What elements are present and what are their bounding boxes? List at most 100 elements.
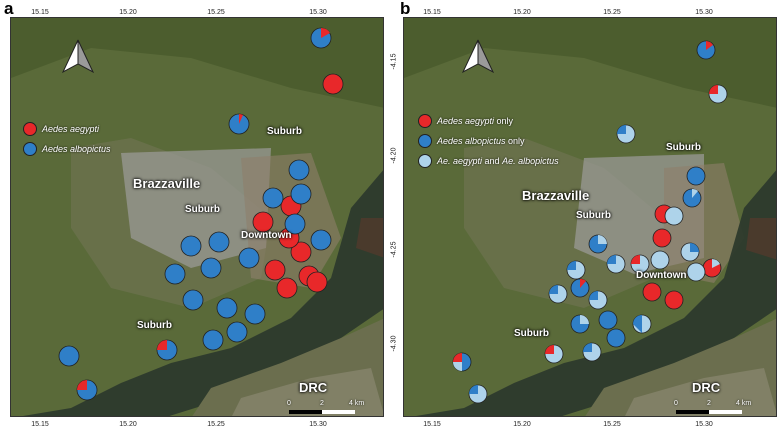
pie-marker xyxy=(322,73,344,95)
pie-marker xyxy=(226,321,248,343)
pie-marker xyxy=(680,242,700,262)
pie-marker xyxy=(606,254,626,274)
lon-tick-bottom-b-3: 15.25 xyxy=(603,421,621,428)
legend-item-aegypti-only: Aedes aegypti only xyxy=(418,114,559,128)
scale-bar-a xyxy=(289,410,355,414)
lon-tick-top-a-1: 15.15 xyxy=(31,9,49,16)
pie-marker xyxy=(310,27,332,49)
legend-swatch-lightblue xyxy=(418,154,432,168)
pie-marker xyxy=(284,213,306,235)
pie-marker xyxy=(182,289,204,311)
pie-marker xyxy=(58,345,80,367)
scale-label-zero: 0 xyxy=(674,400,678,407)
lat-tick-left-a-4: -4.30 xyxy=(0,336,1,352)
pie-marker xyxy=(76,379,98,401)
legend-label: Aedes aegypti xyxy=(42,124,100,134)
map-panel-b: Aedes aegypti only Aedes albopictus only… xyxy=(403,17,777,417)
pie-marker xyxy=(606,328,626,348)
pie-marker xyxy=(696,40,716,60)
pie-marker xyxy=(570,314,590,334)
lat-tick-left-b-3: -4.25 xyxy=(390,241,398,258)
lat-tick-left-b-4: -4.30 xyxy=(390,335,398,352)
pie-marker xyxy=(202,329,224,351)
scale-label-four: 4 km xyxy=(736,400,752,407)
label-suburb: Suburb xyxy=(267,126,302,137)
pie-marker xyxy=(290,241,312,263)
legend-item-both: Ae. aegypti and Ae. albopictus xyxy=(418,154,559,168)
label-drc: DRC xyxy=(299,380,328,395)
scale-bar-b xyxy=(676,410,742,414)
lon-tick-top-b-3: 15.25 xyxy=(603,9,621,16)
legend-item-aegypti: Aedes aegypti xyxy=(23,122,111,136)
label-downtown: Downtown xyxy=(241,230,292,241)
scale-label-two: 2 xyxy=(320,400,324,407)
pie-marker xyxy=(652,228,672,248)
lon-tick-bottom-b-2: 15.20 xyxy=(513,421,531,428)
legend-label-suffix: only xyxy=(505,136,525,146)
pie-marker xyxy=(686,166,706,186)
north-arrow-b xyxy=(461,39,495,74)
lon-tick-bottom-b-4: 15.30 xyxy=(695,421,713,428)
pie-marker xyxy=(156,339,178,361)
pie-marker xyxy=(642,282,662,302)
pie-marker xyxy=(200,257,222,279)
lon-tick-bottom-a-1: 15.15 xyxy=(31,421,49,428)
map-panel-a: Aedes aegypti Aedes albopictus Suburb Br… xyxy=(10,17,384,417)
pie-markers-a xyxy=(58,27,344,401)
pie-marker xyxy=(686,262,706,282)
label-suburb: Suburb xyxy=(576,210,611,221)
label-brazzaville: Brazzaville xyxy=(133,176,201,191)
legend-label: Aedes albopictus xyxy=(437,136,506,146)
pie-marker xyxy=(650,250,670,270)
pie-marker xyxy=(664,290,684,310)
lat-tick-left-b-2: -4.20 xyxy=(390,147,398,164)
lon-tick-top-a-3: 15.25 xyxy=(207,9,225,16)
legend-item-albopictus: Aedes albopictus xyxy=(23,142,111,156)
pie-marker xyxy=(588,234,608,254)
pie-marker xyxy=(588,290,608,310)
label-brazzaville: Brazzaville xyxy=(522,188,590,203)
lat-tick-left-a-3: -4.25 xyxy=(0,242,1,258)
pie-marker xyxy=(632,314,652,334)
pie-marker xyxy=(264,259,286,281)
lat-tick-left-a-2: -4.20 xyxy=(0,148,1,164)
lon-tick-top-a-4: 15.30 xyxy=(309,9,327,16)
north-arrow-a xyxy=(61,39,95,74)
pie-marker xyxy=(288,159,310,181)
pie-marker xyxy=(544,344,564,364)
legend-swatch-blue xyxy=(23,142,37,156)
label-suburb: Suburb xyxy=(185,204,220,215)
label-suburb: Suburb xyxy=(666,142,701,153)
pie-marker xyxy=(216,297,238,319)
lon-tick-top-b-2: 15.20 xyxy=(513,9,531,16)
legend-label: Aedes aegypti xyxy=(437,116,495,126)
legend-swatch-red xyxy=(23,122,37,136)
label-suburb: Suburb xyxy=(514,328,549,339)
pie-marker xyxy=(468,384,488,404)
lon-tick-bottom-a-2: 15.20 xyxy=(119,421,137,428)
panel-a-letter: a xyxy=(4,0,14,18)
pie-marker xyxy=(570,278,590,298)
pie-marker xyxy=(262,187,284,209)
legend-swatch-blue xyxy=(418,134,432,148)
pie-marker xyxy=(244,303,266,325)
panel-b-letter: b xyxy=(400,0,411,18)
label-drc: DRC xyxy=(692,380,721,395)
pie-marker xyxy=(708,84,728,104)
pie-marker xyxy=(664,206,684,226)
pie-marker xyxy=(582,342,602,362)
scale-label-two: 2 xyxy=(707,400,711,407)
pie-marker xyxy=(228,113,250,135)
map-b-background xyxy=(404,18,776,416)
pie-marker xyxy=(238,247,260,269)
pie-marker xyxy=(164,263,186,285)
legend-label: Ae. aegypti xyxy=(437,156,483,166)
pie-marker xyxy=(306,271,328,293)
lat-tick-left-b-1: -4.15 xyxy=(390,53,398,70)
legend-label: Aedes albopictus xyxy=(42,144,111,154)
label-downtown: Downtown xyxy=(636,270,687,281)
pie-marker xyxy=(566,260,586,280)
legend-item-albopictus-only: Aedes albopictus only xyxy=(418,134,559,148)
pie-marker xyxy=(452,352,472,372)
map-a-background xyxy=(11,18,383,416)
